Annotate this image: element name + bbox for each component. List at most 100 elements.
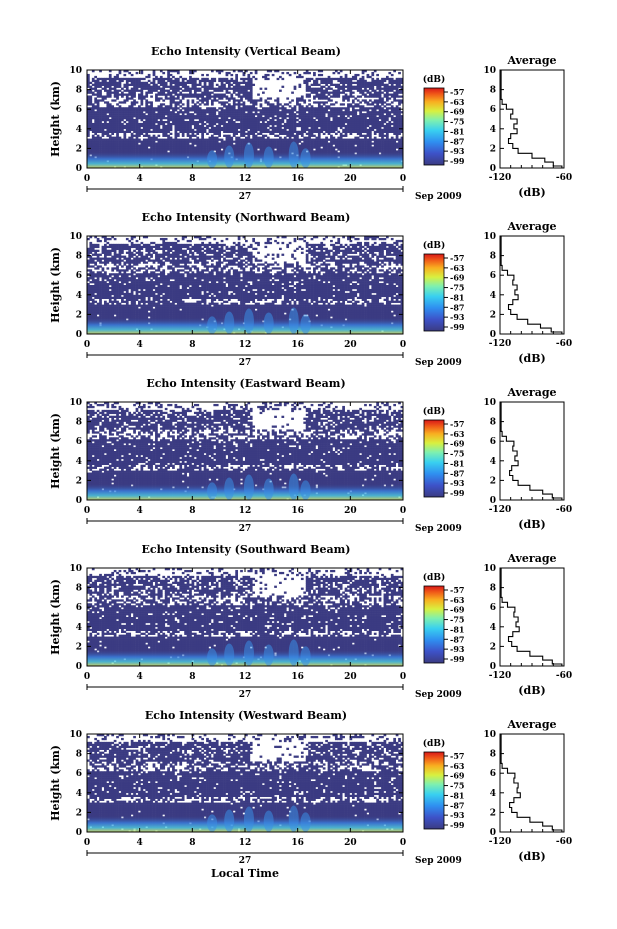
date-month-year: Sep 2009 <box>415 524 462 534</box>
profile-y-tick-label: 8 <box>490 418 496 428</box>
y-tick-label: 10 <box>69 564 82 574</box>
date-month-year: Sep 2009 <box>415 358 462 368</box>
x-tick-label: 8 <box>189 838 195 848</box>
y-tick-label: 8 <box>76 252 82 262</box>
x-tick-label: 20 <box>344 340 357 350</box>
panel-2: Echo Intensity (Northward Beam)0246810He… <box>49 211 572 368</box>
y-tick-label: 4 <box>76 789 82 799</box>
echo-plume-1 <box>207 316 217 334</box>
x-tick-label: 20 <box>344 672 357 682</box>
x-tick-label: 12 <box>239 838 252 848</box>
colorbar-tick-label: -69 <box>450 771 465 781</box>
y-tick-label: 4 <box>76 457 82 467</box>
colorbar-tick-label: -69 <box>450 439 465 449</box>
y-tick-label: 6 <box>76 271 82 281</box>
y-tick-label: 2 <box>76 476 82 486</box>
date-day: 27 <box>239 856 252 866</box>
profile-x-tick-label: -120 <box>489 671 512 681</box>
echo-plume-1 <box>207 150 217 168</box>
date-day: 27 <box>239 358 252 368</box>
y-tick-label: 8 <box>76 418 82 428</box>
profile-y-tick-label: 4 <box>490 291 496 301</box>
colorbar-tick-label: -75 <box>450 283 464 293</box>
profile-x-tick-label: -60 <box>556 505 572 515</box>
profile-y-tick-label: 4 <box>490 457 496 467</box>
x-tick-label: 8 <box>189 174 195 184</box>
panel-title: Echo Intensity (Northward Beam) <box>142 211 351 224</box>
colorbar <box>424 420 444 497</box>
colorbar-tick-label: -75 <box>450 615 464 625</box>
profile-y-tick-label: 10 <box>483 66 496 76</box>
profile-y-tick-label: 10 <box>483 398 496 408</box>
y-axis-label: Height (km) <box>49 413 62 489</box>
x-tick-label: 20 <box>344 838 357 848</box>
profile-y-tick-label: 4 <box>490 623 496 633</box>
y-tick-label: 6 <box>76 437 82 447</box>
colorbar-tick-label: -63 <box>450 595 465 605</box>
colorbar-tick-label: -93 <box>450 146 465 156</box>
profile-y-tick-label: 2 <box>490 310 496 320</box>
x-tick-label: 20 <box>344 174 357 184</box>
echo-plume-6 <box>301 812 311 832</box>
echo-plume-6 <box>301 148 311 168</box>
y-tick-label: 2 <box>76 310 82 320</box>
panel-4: Echo Intensity (Southward Beam)0246810He… <box>49 543 572 700</box>
echo-plume-2 <box>224 809 234 832</box>
colorbar-tick-label: -75 <box>450 781 464 791</box>
colorbar-tick-label: -57 <box>450 585 464 595</box>
colorbar-tick-label: -87 <box>450 136 464 146</box>
echo-plume-1 <box>207 482 217 500</box>
colorbar <box>424 586 444 663</box>
panel-title: Echo Intensity (Vertical Beam) <box>151 45 341 58</box>
x-tick-label: 4 <box>137 174 143 184</box>
x-tick-label: 16 <box>291 340 304 350</box>
echo-plume-2 <box>224 643 234 666</box>
echo-plume-6 <box>301 314 311 334</box>
x-tick-label: 12 <box>239 174 252 184</box>
colorbar-unit: (dB) <box>423 74 445 85</box>
profile-x-label: (dB) <box>518 518 545 531</box>
date-month-year: Sep 2009 <box>415 192 462 202</box>
profile-x-tick-label: -60 <box>556 173 572 183</box>
echo-plume-4 <box>264 312 274 334</box>
colorbar-tick-label: -63 <box>450 263 465 273</box>
x-tick-label: 12 <box>239 506 252 516</box>
profile-y-tick-label: 10 <box>483 564 496 574</box>
colorbar-tick-label: -63 <box>450 761 465 771</box>
echo-plume-1 <box>207 648 217 666</box>
x-tick-label: 16 <box>291 506 304 516</box>
profile-x-tick-label: -60 <box>556 837 572 847</box>
panel-title: Echo Intensity (Southward Beam) <box>142 543 351 556</box>
profile-line <box>501 402 562 500</box>
colorbar-tick-label: -87 <box>450 302 464 312</box>
x-tick-label: 0 <box>400 672 406 682</box>
profile-y-tick-label: 6 <box>490 769 496 779</box>
colorbar-tick-label: -93 <box>450 312 465 322</box>
profile-y-tick-label: 4 <box>490 125 496 135</box>
colorbar-tick-label: -69 <box>450 273 465 283</box>
colorbar-tick-label: -99 <box>450 654 465 664</box>
x-tick-label: 0 <box>400 506 406 516</box>
x-tick-label: 4 <box>137 672 143 682</box>
colorbar-tick-label: -99 <box>450 488 465 498</box>
y-tick-label: 6 <box>76 105 82 115</box>
colorbar-tick-label: -87 <box>450 634 464 644</box>
colorbar-tick-label: -69 <box>450 605 465 615</box>
x-tick-label: 16 <box>291 672 304 682</box>
profile-line <box>501 734 562 832</box>
profile-x-tick-label: -120 <box>489 505 512 515</box>
y-tick-label: 10 <box>69 232 82 242</box>
y-tick-label: 6 <box>76 603 82 613</box>
profile-x-tick-label: -60 <box>556 339 572 349</box>
colorbar-tick-label: -57 <box>450 419 464 429</box>
y-tick-label: 0 <box>76 828 82 838</box>
profile-title: Average <box>506 220 556 233</box>
profile-frame <box>500 734 564 832</box>
profile-line <box>501 70 562 168</box>
colorbar-tick-label: -93 <box>450 810 465 820</box>
echo-plume-2 <box>224 145 234 168</box>
colorbar-tick-label: -63 <box>450 429 465 439</box>
colorbar-tick-label: -75 <box>450 117 464 127</box>
colorbar-tick-label: -63 <box>450 97 465 107</box>
